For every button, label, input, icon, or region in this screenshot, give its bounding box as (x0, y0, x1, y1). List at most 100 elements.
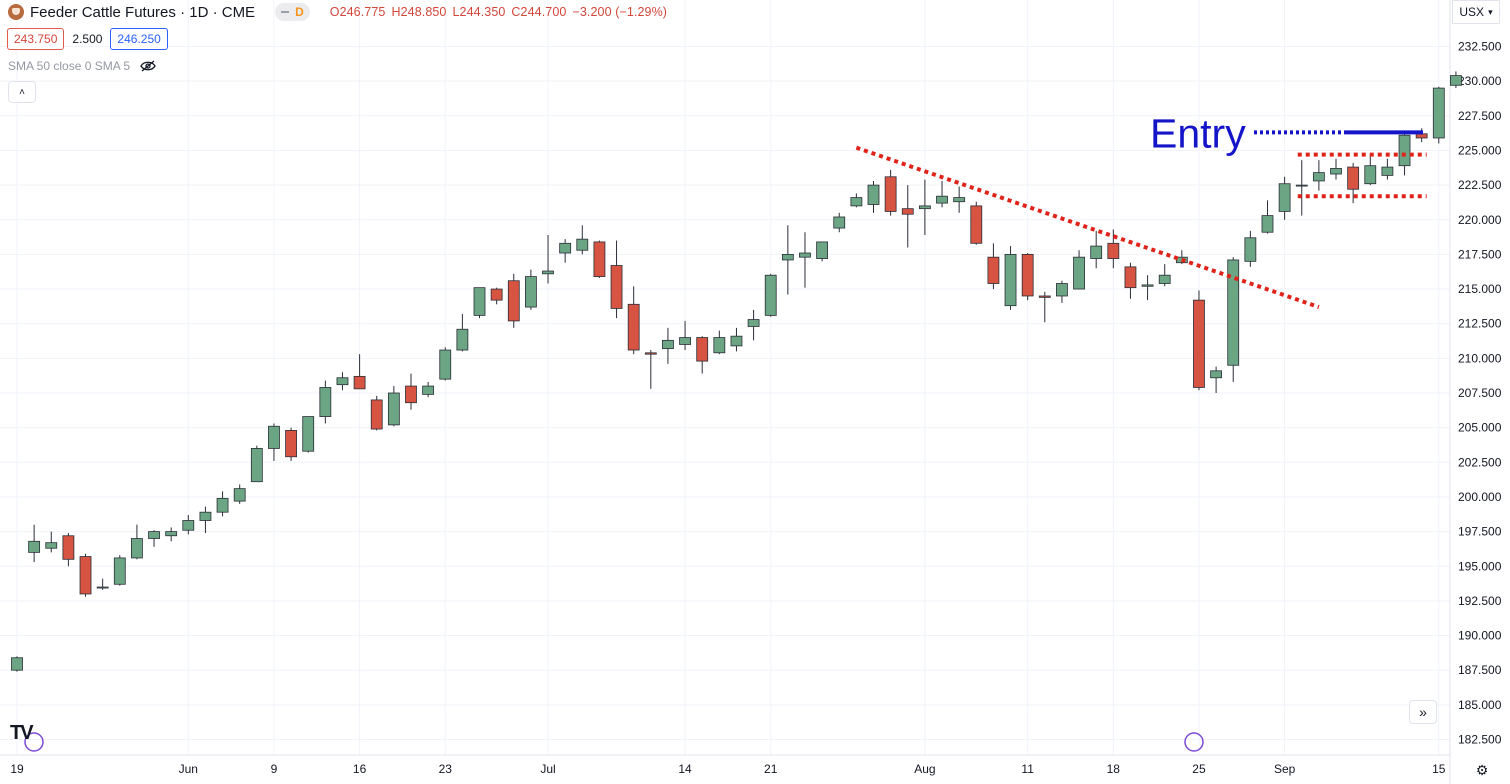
candle (456, 313, 469, 352)
time-tick-label: 16 (353, 762, 367, 776)
candle-body-up (473, 287, 486, 316)
candle-body-up (233, 488, 246, 502)
candle-body-down (1107, 242, 1120, 259)
candle (542, 234, 554, 284)
gear-icon: ⚙ (1475, 761, 1489, 778)
event-marker-left (24, 732, 44, 752)
tradingview-logo[interactable]: TV (10, 722, 34, 744)
candle (1073, 250, 1085, 290)
candle-body-down (610, 265, 623, 309)
symbol-title[interactable]: Feeder Cattle Futures · 1D · CME (30, 3, 256, 21)
candle-body-down (1347, 166, 1360, 190)
time-tick-label: Sep (1274, 762, 1296, 776)
chart-settings-button[interactable]: ⚙ (1472, 760, 1492, 780)
time-tick-label: 14 (678, 762, 692, 776)
candle-body-up (1158, 274, 1171, 284)
candle (1347, 162, 1360, 204)
sell-price-button[interactable]: 243.750 (7, 28, 65, 50)
candle-body-up (1398, 134, 1411, 167)
candle (165, 527, 178, 542)
candle (233, 484, 246, 504)
candle (62, 532, 75, 567)
candle (131, 524, 143, 560)
minus-icon (281, 11, 290, 13)
ohlc-high: H248.850 (391, 5, 447, 19)
buy-price-button[interactable]: 246.250 (110, 28, 168, 50)
candle (182, 514, 195, 535)
candle-body-up (799, 252, 811, 258)
ohlc-low: L244.350 (452, 5, 506, 19)
candle-body-up (336, 377, 349, 386)
price-tick-label: 227.500 (1458, 109, 1502, 123)
ohlc-readout: O246.775 H248.850 L244.350 C244.700 −3.200 (… (330, 5, 673, 19)
price-tick-label: 187.500 (1458, 663, 1502, 677)
candle (387, 386, 400, 427)
indicator-legend[interactable]: SMA 50 close 0 SMA 5 (8, 59, 156, 73)
price-tick-label: 190.000 (1458, 629, 1502, 643)
time-tick-label: 11 (1021, 762, 1034, 776)
candle-body-up (1381, 166, 1394, 176)
candle-body-up (576, 238, 589, 251)
candle-body-up (1141, 284, 1154, 287)
candle-body-up (918, 205, 931, 210)
candle (662, 327, 674, 364)
candle (353, 354, 366, 390)
candle-body-down (1124, 266, 1137, 289)
candle (833, 212, 846, 233)
candle (1364, 154, 1377, 186)
time-tick-label: 25 (1192, 762, 1206, 776)
candle-body-down (627, 303, 640, 351)
candle-body-up (1330, 168, 1342, 175)
candle (713, 330, 726, 355)
candle (747, 309, 760, 341)
scroll-to-realtime-button[interactable]: » (1409, 700, 1437, 724)
candle (696, 336, 709, 374)
candle (816, 241, 829, 262)
candle-body-up (953, 197, 966, 203)
candle (1295, 160, 1308, 216)
market-status-pill[interactable]: D (275, 3, 310, 21)
candle-body-up (764, 274, 777, 316)
eye-hidden-icon[interactable] (140, 60, 156, 72)
candle (79, 553, 92, 597)
candle (96, 578, 109, 590)
candle-body-down (696, 337, 709, 362)
candle (507, 273, 520, 328)
price-tick-label: 192.500 (1458, 594, 1502, 608)
candle (405, 373, 417, 410)
candle-body-down (370, 399, 383, 430)
price-tick-label: 225.000 (1458, 143, 1502, 157)
candle (781, 225, 794, 295)
collapse-legend-button[interactable]: ˄ (8, 81, 36, 103)
candle-body-up (1295, 184, 1308, 187)
candle-body-up (1073, 256, 1085, 290)
indicator-label[interactable]: SMA 50 close 0 SMA 5 (8, 59, 131, 73)
candle-body-down (79, 556, 92, 595)
spread-value: 2.500 (72, 32, 103, 46)
candle (610, 240, 623, 319)
candle-body-up (439, 349, 452, 380)
candle (422, 381, 435, 398)
candle-body-up (165, 531, 178, 537)
price-tick-label: 197.500 (1458, 525, 1502, 539)
candle-body-down (507, 280, 520, 322)
candle-body-up (1210, 370, 1222, 379)
candle-body-down (901, 208, 914, 215)
candle (336, 372, 349, 391)
candle-body-up (816, 241, 829, 259)
candle-body-up (525, 276, 537, 308)
price-tick-label: 220.000 (1458, 213, 1502, 227)
candle (970, 201, 983, 245)
currency-selector[interactable]: USX ▾ (1452, 0, 1500, 24)
candle-body-down (62, 535, 75, 560)
candle-body-up (182, 520, 195, 531)
candle (1193, 290, 1205, 391)
candle-body-up (747, 319, 760, 327)
candle (953, 186, 966, 213)
candle-body-up (216, 497, 229, 513)
candle-body-up (662, 339, 674, 350)
candle (1004, 246, 1017, 310)
trendline-dotted[interactable] (855, 145, 1320, 309)
candle-body-down (1193, 299, 1205, 388)
